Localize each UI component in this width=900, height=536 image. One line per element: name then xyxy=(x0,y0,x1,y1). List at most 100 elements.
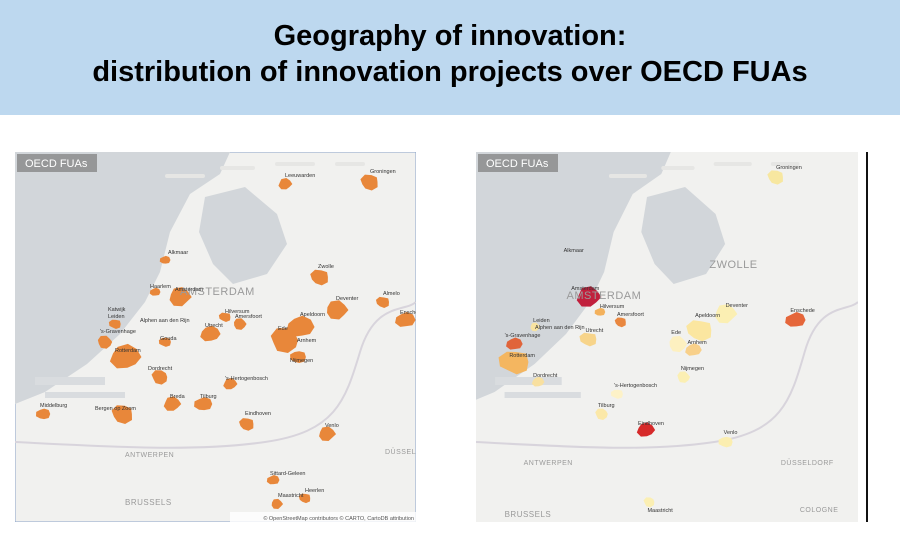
basemap-label: COLOGNE xyxy=(800,507,839,514)
city-label: Tilburg xyxy=(598,403,615,409)
estuary xyxy=(495,377,562,385)
fua-region xyxy=(298,493,311,504)
fua-region xyxy=(785,312,806,327)
island xyxy=(165,174,205,178)
city-label: Nijmegen xyxy=(290,358,313,364)
city-label: Hilversum xyxy=(600,304,625,310)
fua-region xyxy=(767,170,783,185)
city-label: Eindhoven xyxy=(638,421,664,427)
city-label: Arnhem xyxy=(687,340,707,346)
fua-region xyxy=(169,287,192,307)
fua-region xyxy=(233,318,247,330)
city-label: Enschede xyxy=(790,308,814,314)
city-label: Deventer xyxy=(726,303,748,309)
city-label: Hilversum xyxy=(225,309,250,315)
city-label: Amersfoort xyxy=(235,314,262,320)
island xyxy=(220,166,255,170)
city-label: Venlo xyxy=(325,423,339,429)
island xyxy=(713,162,752,166)
title-band: Geography of innovation: distribution of… xyxy=(0,0,900,115)
fua-region xyxy=(158,337,171,347)
fua-region xyxy=(614,317,626,328)
fua-region xyxy=(278,177,293,190)
city-label: Venlo xyxy=(724,430,738,436)
fua-region xyxy=(686,320,712,342)
fua-region xyxy=(685,343,702,356)
fua-region xyxy=(636,422,656,437)
city-label: Enschede xyxy=(400,310,416,316)
border xyxy=(476,301,858,449)
city-label: Leiden xyxy=(108,314,125,320)
sea xyxy=(476,152,671,400)
fua-region xyxy=(319,426,337,442)
island xyxy=(661,166,695,170)
map: ZWOLLE AMSTERDAM ANTWERPEN BRUSSELS DÜSSELDO… xyxy=(476,152,858,522)
estuary xyxy=(45,392,125,398)
basemap-label: ANTWERPEN xyxy=(524,460,573,467)
fua-region xyxy=(395,311,416,327)
city-label: Zwolle xyxy=(318,264,334,270)
fua-region xyxy=(326,300,349,320)
basemap-label: AMSTERDAM xyxy=(180,286,255,298)
city-label: Eindhoven xyxy=(245,411,271,417)
city-label: Gouda xyxy=(160,336,177,342)
city-label: Maastricht xyxy=(647,508,673,514)
fua-region xyxy=(677,371,691,383)
fua-region xyxy=(271,498,284,510)
fua-region xyxy=(375,296,390,308)
city-label: Apeldoorn xyxy=(695,313,720,319)
city-label: Apeldoorn xyxy=(300,312,325,318)
fua-region xyxy=(610,389,623,399)
border xyxy=(15,301,416,449)
city-label: Alkmaar xyxy=(564,248,584,254)
lake xyxy=(641,187,726,284)
city-label: Almelo xyxy=(383,291,400,297)
fua-region xyxy=(576,286,602,307)
fua-region xyxy=(111,405,133,424)
city-label: Dordrecht xyxy=(533,373,558,379)
sea xyxy=(15,152,230,404)
legend-label: OECD FUAs xyxy=(25,158,88,170)
divider xyxy=(866,152,868,522)
map: AMSTERDAM ANTWERPEN BRUSSELS DÜSSELDORF Gron… xyxy=(15,152,416,522)
city-label: Breda xyxy=(170,394,186,400)
title-line: distribution of innovation projects over… xyxy=(92,56,808,88)
city-label: Haarlem xyxy=(150,284,171,290)
city-label: Sittard-Geleen xyxy=(270,471,305,477)
city-label: Bergen op Zoom xyxy=(95,406,136,412)
fua-region xyxy=(159,255,171,264)
city-label: Utrecht xyxy=(205,323,223,329)
city-label: Amersfoort xyxy=(617,312,644,318)
city-label: Leeuwarden xyxy=(285,173,315,179)
attribution: © OpenStreetMap contributors © CARTO, Ca… xyxy=(263,515,414,522)
city-label: Leiden xyxy=(533,318,550,324)
fua-region xyxy=(643,497,655,508)
city-label: Ede xyxy=(278,326,288,332)
island xyxy=(608,174,647,178)
fua-region xyxy=(530,322,541,332)
basemap-label: DÜSSELDORF xyxy=(781,459,834,467)
basemap-label: AMSTERDAM xyxy=(566,290,641,302)
fua-region xyxy=(715,304,738,324)
city-label: 's-Gravenhage xyxy=(100,329,136,335)
city-label: Rotterdam xyxy=(115,348,141,354)
city-label: Alkmaar xyxy=(168,250,188,256)
city-label: Katwijk xyxy=(108,307,126,313)
legend-label: OECD FUAs xyxy=(486,158,549,170)
fua-region xyxy=(223,377,238,390)
fua-region xyxy=(579,332,597,347)
fua-region xyxy=(360,174,378,191)
fua-region xyxy=(290,351,306,364)
city-label: Nijmegen xyxy=(681,366,704,372)
fua-region xyxy=(97,335,113,349)
island xyxy=(770,162,800,166)
estuary xyxy=(35,377,105,385)
island xyxy=(335,162,365,166)
fua-region xyxy=(718,436,733,448)
city-label: Heerlen xyxy=(305,488,324,494)
fua-region xyxy=(239,418,254,431)
fua-region xyxy=(35,408,51,420)
fua-region xyxy=(151,370,168,385)
fua-region xyxy=(506,337,523,350)
